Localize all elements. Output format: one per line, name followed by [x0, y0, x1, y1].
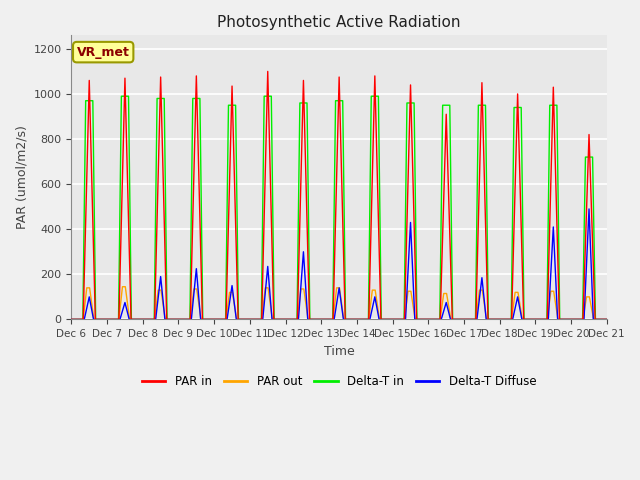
- Text: VR_met: VR_met: [77, 46, 130, 59]
- Title: Photosynthetic Active Radiation: Photosynthetic Active Radiation: [218, 15, 461, 30]
- X-axis label: Time: Time: [324, 345, 355, 358]
- Legend: PAR in, PAR out, Delta-T in, Delta-T Diffuse: PAR in, PAR out, Delta-T in, Delta-T Dif…: [137, 371, 541, 393]
- Y-axis label: PAR (umol/m2/s): PAR (umol/m2/s): [15, 125, 28, 229]
